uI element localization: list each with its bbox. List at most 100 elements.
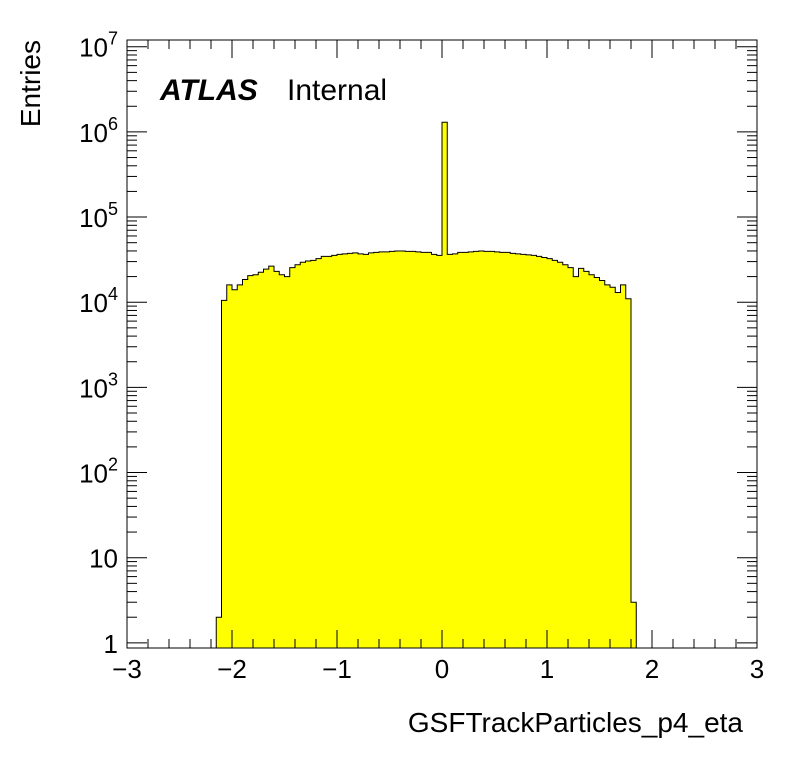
histogram-bin [347,253,354,648]
x-tick-label: −3 [112,654,142,684]
histogram-bin [625,298,632,648]
axis-ticks [126,40,758,648]
histogram-bin [431,254,438,648]
x-tick-label: 2 [645,654,659,684]
y-axis-title: Entries [15,40,46,127]
histogram-bin [468,251,474,648]
histogram-bin [316,258,322,648]
y-tick-label: 103 [79,369,118,403]
histogram-bin [279,274,285,648]
x-tick-label: −2 [217,654,247,684]
histogram-bars [127,121,721,649]
histogram-bin [352,252,359,648]
histogram-bin [426,252,432,649]
histogram-bin [531,255,537,649]
histogram-bin [268,266,275,648]
histogram-bin [389,251,396,648]
histogram-bin [604,284,611,648]
x-tick-label: −1 [322,654,352,684]
histogram-bin [562,264,569,648]
histogram-bin [394,250,401,648]
histogram-bin [631,602,637,648]
histogram-bin [331,255,338,649]
x-tick-label: 1 [540,654,554,684]
histogram-bin [415,251,422,648]
histogram-bin [541,257,548,648]
y-tick-label: 10 [89,544,118,574]
histogram-bin [452,253,459,648]
histogram-bin [258,272,264,648]
histogram-bin [421,252,427,649]
histogram-bin [489,251,495,648]
histogram-bin [526,254,532,648]
histogram-bin [536,256,543,648]
histogram-bin [547,258,553,648]
histogram-bin [457,252,464,649]
histogram-bin [274,271,280,648]
x-tick-label: 3 [750,654,764,684]
histogram-bin [321,256,327,648]
histogram-bin [510,253,516,648]
y-tick-label: 102 [79,455,118,489]
y-tick-labels: 1 10 102 103 104 105 106 107 [79,29,118,659]
histogram-bin [515,253,522,648]
histogram-bin [263,269,270,648]
histogram-bin [473,251,480,648]
x-tick-labels: −3 −2 −1 0 1 2 3 [112,654,764,684]
histogram-bin [284,276,291,648]
y-tick-label: 107 [79,29,118,63]
histogram-bin [552,260,558,648]
histogram-bin [237,284,243,648]
histogram-bin [578,268,585,648]
histogram-bin [573,276,579,648]
histogram-bin [295,264,301,648]
histogram-bin [505,252,511,649]
plot-frame [126,39,758,649]
histogram-bin [310,260,317,648]
histogram-bin [499,252,506,649]
histogram-bin [610,287,616,648]
histogram-bin [384,251,390,648]
histogram-bin [232,289,238,648]
x-tick-label: 0 [435,654,449,684]
y-tick-label: 106 [79,114,118,148]
histogram-outline [127,121,721,649]
y-tick-label: 1 [104,629,118,659]
histogram-bin [442,122,448,648]
histogram-bin [620,284,627,648]
histogram-bin [583,271,590,648]
y-tick-label: 104 [79,284,118,318]
histogram-bin [242,279,249,648]
histogram-bin [615,292,621,648]
histogram-bin [247,275,254,648]
histogram-bin [358,253,364,648]
histogram-bin [289,267,296,648]
histogram-bin [594,277,600,648]
histogram-bin [363,254,369,648]
histogram-bin [410,251,417,648]
histogram-bin [436,255,443,649]
histogram-bin [305,260,312,648]
histogram-bin [379,251,385,648]
histogram-bin [520,254,527,648]
histogram-bin [589,274,595,648]
histogram-bin [557,262,564,648]
histogram-bin [342,253,348,648]
atlas-label: ATLAS [159,74,258,107]
histogram-bin [568,267,574,648]
histogram-bin [599,280,606,648]
histogram-bin [373,252,380,649]
histogram-bin [326,256,333,648]
histogram-bin [221,300,228,648]
x-axis-title: GSFTrackParticles_p4_eta [408,707,744,738]
histogram-bin [216,617,222,648]
histogram-bin [368,252,375,648]
histogram-bin [463,252,469,649]
histogram-bin [253,274,259,648]
histogram-bin [226,284,233,648]
histogram-bin [400,250,406,648]
histogram-bin [494,251,501,648]
histogram-bin [484,251,490,648]
internal-label: Internal [287,74,387,107]
